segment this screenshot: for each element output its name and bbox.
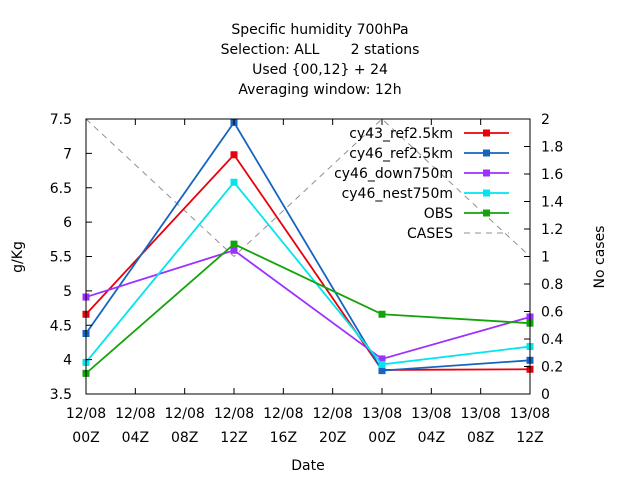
chart-title-line-2: Selection: ALL 2 stations (220, 42, 420, 58)
legend-label-cy46-nest750m: cy46_nest750m (342, 186, 453, 202)
chart-title-line-1: Specific humidity 700hPa (231, 22, 409, 38)
series-line-cy46-ref2-5km (85, 120, 531, 372)
legend-marker-cy46-nest750m (483, 189, 490, 197)
series-line-cases (85, 118, 531, 258)
data-point-obs (378, 310, 386, 318)
legend-label-cy46-ref2-5km: cy46_ref2.5km (349, 146, 453, 162)
x-axis-label: Date (291, 458, 324, 474)
y-tick-label: 5.5 (50, 250, 72, 266)
x-tick-label-date: 12/08 (263, 406, 303, 422)
y2-axis-label: No cases (592, 226, 608, 289)
y-tick-label: 4 (63, 353, 72, 369)
legend-label-cases: CASES (407, 226, 453, 242)
y2-tick-label: 0 (541, 387, 550, 403)
legend-marker-cy46-down750m (483, 169, 490, 177)
ticks-layer: 12/08 00Z 12/08 04Z 12/08 08Z 12/08 12Z 12/08 16Z… (50, 112, 564, 446)
data-point-cy43-ref2-5km (230, 151, 238, 159)
x-tick-label-date: 13/08 (362, 406, 402, 422)
x-tick-label-date: 12/08 (115, 406, 155, 422)
x-tick-label-hour: 20Z (319, 430, 346, 446)
x-tick-label-hour: 04Z (122, 430, 149, 446)
x-tick-label-date: 12/08 (66, 406, 106, 422)
x-tick-label-date: 12/08 (312, 406, 352, 422)
data-point-cy46-ref2-5km (378, 367, 386, 375)
x-tick-label-date: 12/08 (214, 406, 254, 422)
legend-label-cy43-ref2-5km: cy43_ref2.5km (349, 126, 453, 142)
data-point-obs (230, 240, 238, 248)
legend-marker-cy43-ref2-5km (483, 129, 490, 137)
y2-tick-label: 0.6 (541, 305, 563, 321)
data-point-cy46-down750m (378, 355, 386, 363)
legend-marker-obs (483, 209, 490, 217)
x-tick-label-date: 12/08 (164, 406, 204, 422)
data-point-cy46-nest750m (230, 178, 238, 186)
series-layer (82, 118, 534, 377)
y-tick-label: 5 (63, 284, 72, 300)
series-line-cy43-ref2-5km (85, 153, 531, 371)
y-tick-label: 7 (63, 146, 72, 162)
legend-label-cy46-down750m: cy46_down750m (334, 166, 453, 182)
x-tick-label-hour: 08Z (171, 430, 198, 446)
y-tick-label: 7.5 (50, 112, 72, 128)
chart-title-line-4: Averaging window: 12h (238, 82, 402, 98)
x-tick-label-date: 13/08 (460, 406, 500, 422)
x-tick-label-hour: 00Z (72, 430, 99, 446)
y-tick-label: 3.5 (50, 387, 72, 403)
series-line-cy46-nest750m (85, 180, 531, 366)
cases-layer (85, 118, 531, 258)
legend-marker-cy46-ref2-5km (483, 149, 490, 157)
y2-tick-label: 0.4 (541, 332, 563, 348)
x-tick-label-hour: 04Z (418, 430, 445, 446)
y2-tick-label: 1.6 (541, 167, 563, 183)
legend-label-obs: OBS (424, 206, 453, 222)
x-tick-label-hour: 00Z (368, 430, 395, 446)
y2-tick-label: 2 (541, 112, 550, 128)
x-tick-label-date: 13/08 (510, 406, 550, 422)
y-tick-label: 6 (63, 215, 72, 231)
y2-tick-label: 0.8 (541, 277, 563, 293)
y2-tick-label: 0.2 (541, 360, 563, 376)
y-tick-label: 6.5 (50, 181, 72, 197)
data-point-cy46-nest750m (378, 360, 386, 368)
y2-tick-label: 1.8 (541, 140, 563, 156)
series-line-cy46-down750m (85, 249, 531, 360)
x-tick-label-hour: 12Z (516, 430, 543, 446)
chart-title-line-3: Used {00,12} + 24 (252, 62, 388, 78)
y2-tick-label: 1 (541, 250, 550, 266)
y-tick-label: 4.5 (50, 318, 72, 334)
y-axis-label: g/Kg (10, 241, 26, 273)
series-line-obs (85, 243, 531, 375)
data-point-cy46-down750m (230, 246, 238, 254)
x-tick-label-date: 13/08 (411, 406, 451, 422)
plot-frame (85, 118, 531, 395)
legend: cy43_ref2.5km cy46_ref2.5km cy46_down750mc… (334, 126, 509, 242)
x-tick-label-hour: 16Z (270, 430, 297, 446)
x-tick-label-hour: 12Z (220, 430, 247, 446)
x-tick-label-hour: 08Z (467, 430, 494, 446)
y2-tick-label: 1.2 (541, 222, 563, 238)
y2-tick-label: 1.4 (541, 195, 563, 211)
